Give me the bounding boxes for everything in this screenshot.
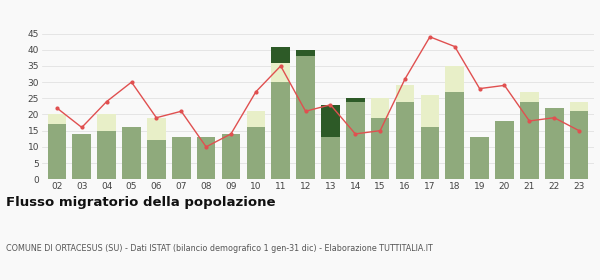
Bar xyxy=(445,66,464,92)
Text: COMUNE DI ORTACESUS (SU) - Dati ISTAT (bilancio demografico 1 gen-31 dic) - Elab: COMUNE DI ORTACESUS (SU) - Dati ISTAT (b… xyxy=(6,244,433,253)
Bar xyxy=(346,102,365,179)
Bar xyxy=(346,98,365,102)
Bar xyxy=(495,121,514,179)
Bar xyxy=(371,98,389,118)
Bar xyxy=(570,102,589,111)
Bar xyxy=(247,111,265,127)
Bar xyxy=(520,102,539,179)
Bar xyxy=(545,108,563,179)
Bar xyxy=(470,137,489,179)
Bar xyxy=(247,127,265,179)
Bar xyxy=(396,102,415,179)
Bar xyxy=(296,56,315,179)
Bar xyxy=(570,111,589,179)
Bar xyxy=(97,131,116,179)
Bar xyxy=(97,115,116,131)
Bar xyxy=(445,92,464,179)
Bar xyxy=(520,92,539,102)
Bar xyxy=(147,118,166,140)
Bar xyxy=(73,134,91,179)
Bar xyxy=(396,85,415,102)
Bar xyxy=(296,50,315,56)
Bar xyxy=(321,137,340,179)
Bar xyxy=(172,137,191,179)
Bar xyxy=(47,115,66,124)
Text: Flusso migratorio della popolazione: Flusso migratorio della popolazione xyxy=(6,196,275,209)
Bar xyxy=(122,127,141,179)
Bar xyxy=(371,118,389,179)
Bar xyxy=(321,105,340,137)
Bar xyxy=(147,140,166,179)
Bar xyxy=(271,82,290,179)
Bar xyxy=(421,127,439,179)
Bar xyxy=(47,124,66,179)
Bar xyxy=(421,95,439,127)
Bar xyxy=(271,63,290,82)
Bar xyxy=(271,46,290,63)
Bar xyxy=(197,137,215,179)
Bar xyxy=(221,134,240,179)
